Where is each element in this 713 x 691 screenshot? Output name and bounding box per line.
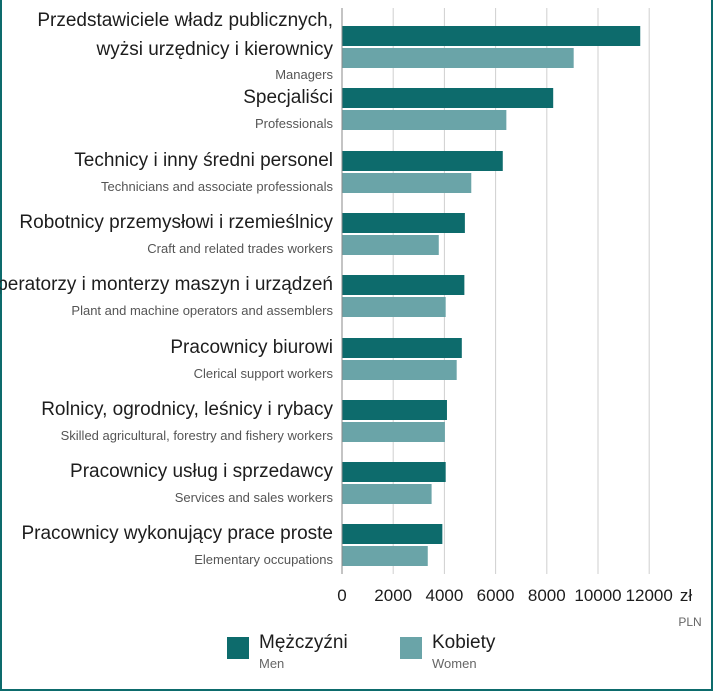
x-unit-label-en: PLN bbox=[678, 615, 701, 629]
bar-women bbox=[342, 173, 472, 193]
category-label-pl: Pracownicy biurowi bbox=[170, 337, 333, 358]
category-label-pl: Operatorzy i monterzy maszyn i urządzeń bbox=[0, 274, 333, 295]
bar-men bbox=[342, 88, 554, 108]
x-unit-label: zł bbox=[680, 586, 693, 605]
category-label-pl: Robotnicy przemysłowi i rzemieślnicy bbox=[19, 212, 333, 233]
category-label-en: Professionals bbox=[255, 116, 334, 131]
bar-women bbox=[342, 484, 432, 504]
category-label-pl: Technicy i inny średni personel bbox=[74, 150, 333, 171]
bar-men bbox=[342, 524, 443, 544]
bar-women bbox=[342, 110, 507, 130]
bar-women bbox=[342, 297, 446, 317]
legend-men-label-en: Men bbox=[259, 656, 284, 671]
legend-women-label: Kobiety bbox=[432, 632, 496, 653]
bar-women bbox=[342, 360, 457, 380]
legend-men-swatch bbox=[227, 637, 249, 659]
legend-women-label-en: Women bbox=[432, 656, 477, 671]
x-tick-label: 8000 bbox=[528, 586, 566, 605]
x-tick-label: 0 bbox=[337, 586, 346, 605]
bar-men bbox=[342, 26, 641, 46]
x-tick-label: 6000 bbox=[477, 586, 515, 605]
bar-men bbox=[342, 400, 447, 420]
x-tick-label: 12000 bbox=[626, 586, 673, 605]
category-label-pl: Przedstawiciele władz publicznych, bbox=[37, 10, 333, 31]
category-label-en: Plant and machine operators and assemble… bbox=[71, 303, 333, 318]
category-label-pl: Specjaliści bbox=[243, 87, 333, 108]
x-tick-label: 10000 bbox=[574, 586, 621, 605]
bar-men bbox=[342, 338, 462, 358]
category-label-en: Clerical support workers bbox=[194, 366, 334, 381]
category-label-en: Craft and related trades workers bbox=[147, 241, 333, 256]
legend-men-label: Mężczyźni bbox=[259, 632, 348, 653]
x-tick-label: 2000 bbox=[374, 586, 412, 605]
category-label-en: Managers bbox=[275, 67, 333, 82]
category-label-en: Skilled agricultural, forestry and fishe… bbox=[61, 428, 334, 443]
bar-women bbox=[342, 235, 439, 255]
category-label-pl: wyżsi urzędnicy i kierownicy bbox=[95, 39, 333, 60]
bar-women bbox=[342, 48, 574, 68]
bar-women bbox=[342, 422, 445, 442]
category-label-pl: Pracownicy wykonujący prace proste bbox=[21, 523, 333, 544]
legend-women-swatch bbox=[400, 637, 422, 659]
x-tick-label: 4000 bbox=[425, 586, 463, 605]
category-label-en: Elementary occupations bbox=[194, 552, 333, 567]
bar-women bbox=[342, 546, 428, 566]
bar-men bbox=[342, 462, 446, 482]
category-label-pl: Pracownicy usług i sprzedawcy bbox=[70, 461, 333, 482]
category-label-en: Services and sales workers bbox=[175, 490, 334, 505]
bar-men bbox=[342, 151, 503, 171]
category-label-en: Technicians and associate professionals bbox=[101, 179, 333, 194]
category-label-pl: Rolnicy, ogrodnicy, leśnicy i rybacy bbox=[41, 399, 333, 420]
bar-men bbox=[342, 213, 465, 233]
bar-men bbox=[342, 275, 465, 295]
